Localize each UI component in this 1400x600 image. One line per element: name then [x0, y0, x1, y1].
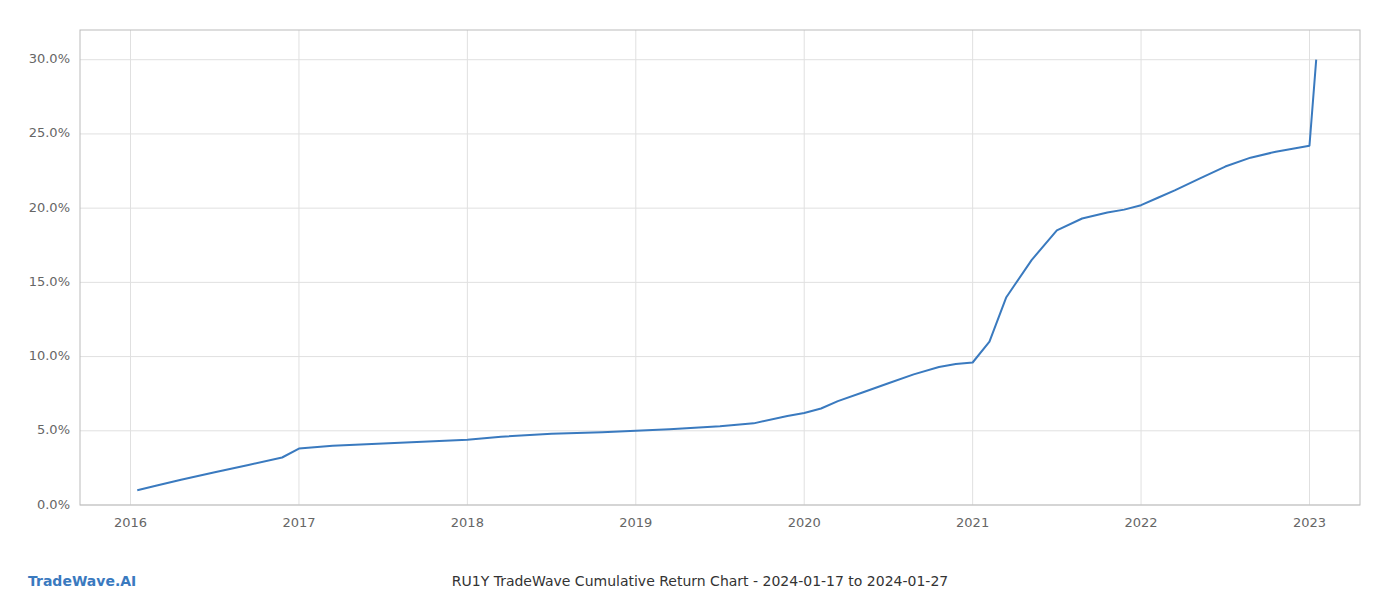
watermark: TradeWave.AI	[28, 573, 136, 589]
y-grid-line	[80, 59, 1360, 60]
y-tick-label: 15.0%	[29, 274, 70, 289]
y-grid-line	[80, 208, 1360, 209]
axes: 0.0% 5.0% 10.0% 15.0% 20.0% 25.0% 30.0% 2016 201…	[29, 30, 1360, 530]
x-tick-label: 2021	[956, 515, 989, 530]
grid	[80, 30, 1360, 505]
x-grid-line	[467, 30, 468, 505]
x-grid-line	[1141, 30, 1142, 505]
y-tick-label: 25.0%	[29, 125, 70, 140]
x-tick-label: 2022	[1125, 515, 1158, 530]
background	[0, 0, 1400, 600]
y-tick-label: 20.0%	[29, 200, 70, 215]
y-grid-line	[80, 430, 1360, 431]
y-tick-label: 30.0%	[29, 51, 70, 66]
x-grid-line	[130, 30, 131, 505]
y-tick-label: 10.0%	[29, 348, 70, 363]
x-tick-label: 2016	[114, 515, 147, 530]
chart: 0.0% 5.0% 10.0% 15.0% 20.0% 25.0% 30.0% 2016 201…	[0, 0, 1400, 600]
y-grid-line	[80, 133, 1360, 134]
title: RU1Y TradeWave Cumulative Return Chart -…	[452, 573, 948, 589]
x-tick-label: 2020	[788, 515, 821, 530]
y-tick-label: 0.0%	[37, 497, 70, 512]
x-grid-line	[635, 30, 636, 505]
x-grid-line	[298, 30, 299, 505]
x-tick-label: 2019	[619, 515, 652, 530]
x-grid-line	[1309, 30, 1310, 505]
y-grid-line	[80, 356, 1360, 357]
series-line	[137, 60, 1316, 490]
plot-frame	[80, 30, 1360, 505]
series-group	[137, 60, 1316, 490]
x-grid-line	[972, 30, 973, 505]
x-tick-label: 2017	[282, 515, 315, 530]
x-grid-line	[804, 30, 805, 505]
y-tick-label: 5.0%	[37, 422, 70, 437]
x-tick-label: 2018	[451, 515, 484, 530]
y-grid-line	[80, 282, 1360, 283]
x-tick-label: 2023	[1293, 515, 1326, 530]
